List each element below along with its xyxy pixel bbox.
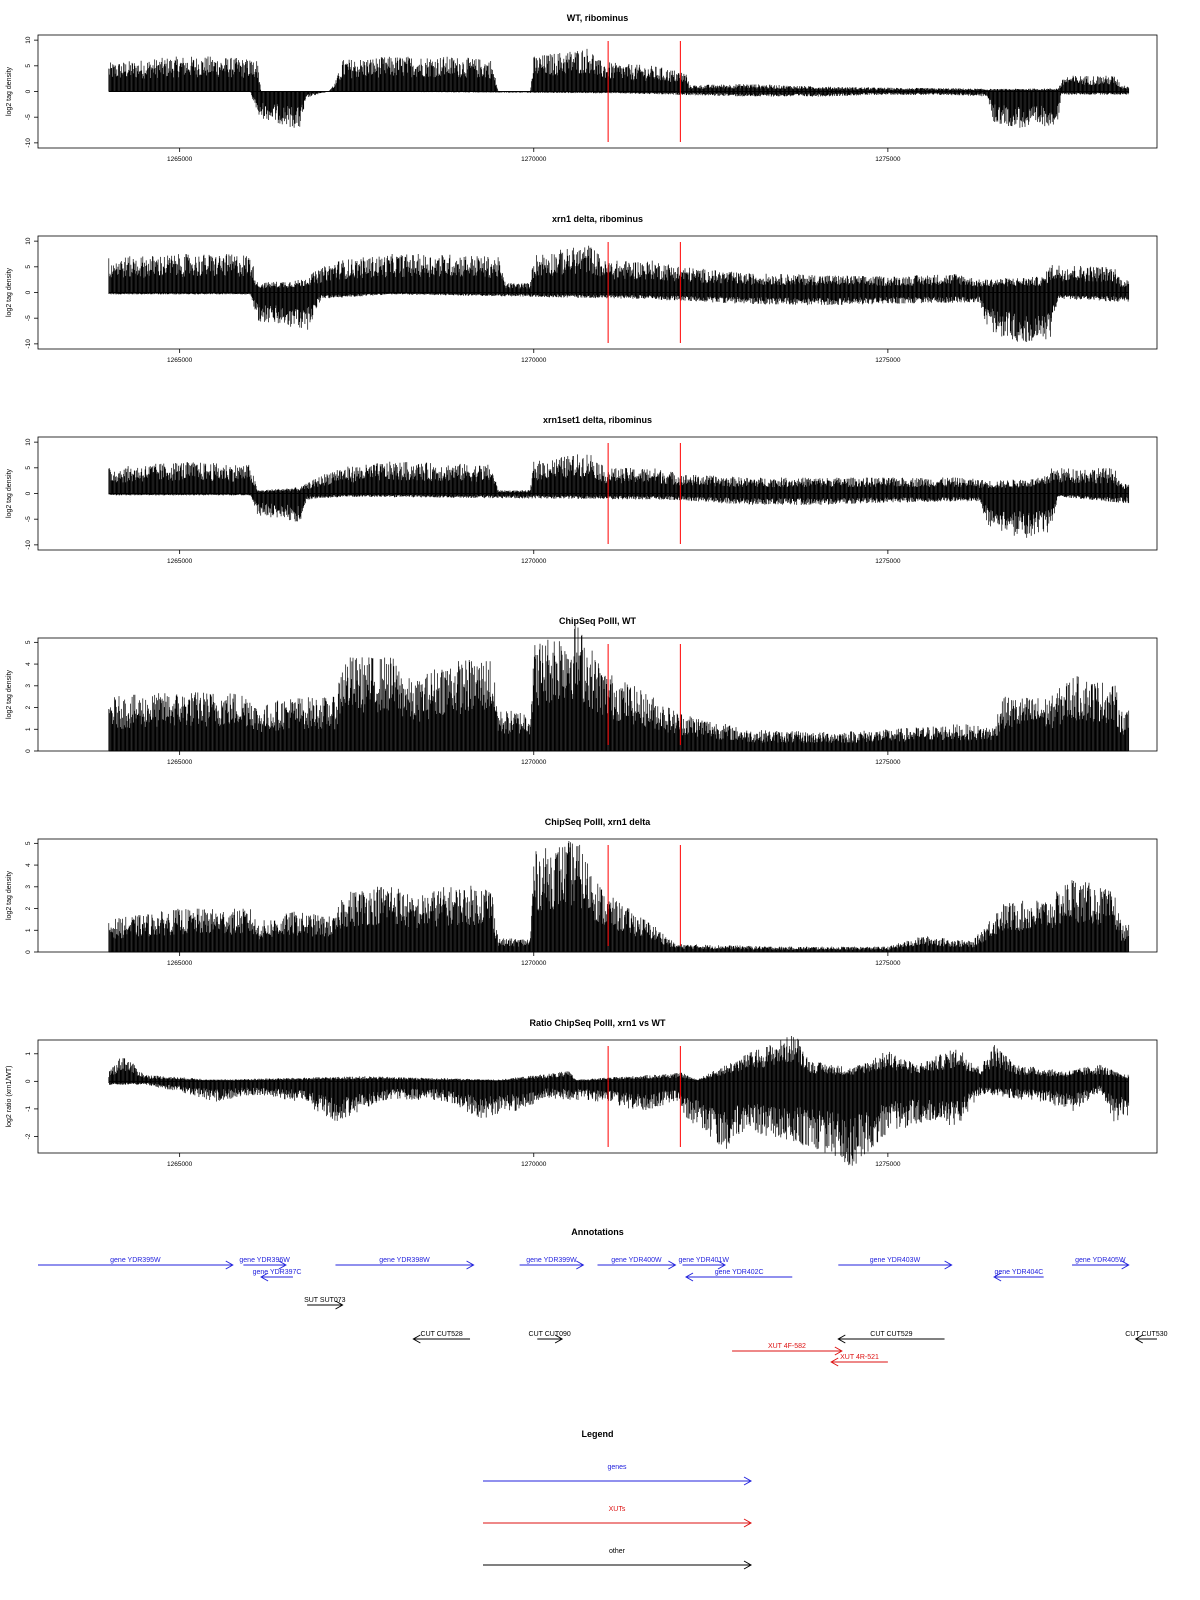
chart-panel-1: WT, ribominus log2 tag density -10 -5 0 5 10 12… (6, 13, 1158, 163)
y-tick-label: 0 (25, 290, 32, 294)
y-tick-label: -5 (25, 114, 32, 120)
y-tick-label: 5 (25, 265, 32, 269)
y-tick-label: -5 (25, 315, 32, 321)
y-tick-label: 10 (25, 36, 32, 44)
chart-title: WT, ribominus (567, 13, 629, 23)
x-tick-label: 1265000 (167, 156, 193, 163)
data-bars (108, 48, 1130, 128)
x-tick-label: 1270000 (521, 156, 547, 163)
chart-panel-2: xrn1 delta, ribominus log2 tag density -10… (6, 214, 1158, 364)
y-tick-label: 5 (25, 64, 32, 68)
y-tick-label: 0 (25, 89, 32, 93)
x-tick-label: 1275000 (875, 357, 901, 364)
chart-title: xrn1 delta, ribominus (552, 214, 643, 224)
x-tick-label: 1275000 (875, 156, 901, 163)
y-axis-label: log2 tag density (6, 66, 13, 116)
y-axis-label: log2 tag density (6, 267, 13, 317)
y-tick-label: -10 (25, 138, 32, 148)
x-tick-label: 1265000 (167, 357, 193, 364)
y-tick-label: 10 (25, 237, 32, 245)
y-tick-label: -10 (25, 339, 32, 349)
data-bars (108, 245, 1130, 342)
x-tick-label: 1270000 (521, 357, 547, 364)
